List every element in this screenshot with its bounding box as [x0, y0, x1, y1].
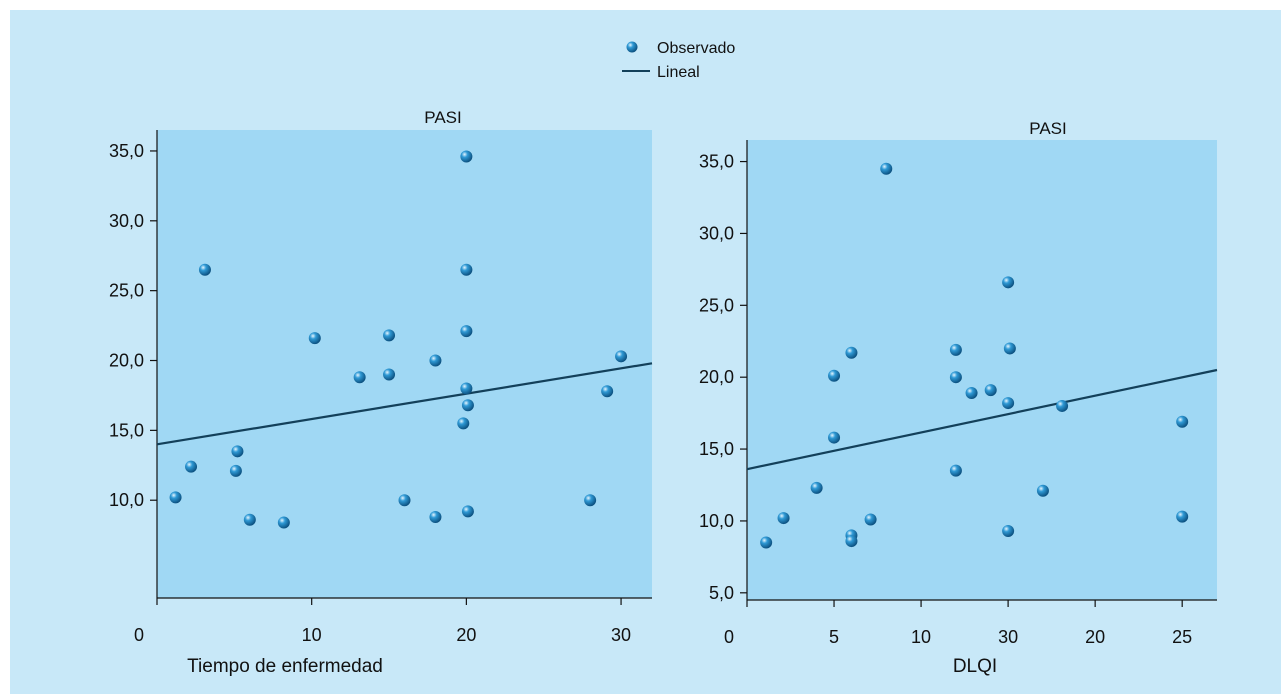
x-tick-label: 20: [1085, 627, 1105, 647]
y-tick-label: 30,0: [109, 211, 144, 231]
y-tick-label: 30,0: [699, 223, 734, 243]
data-point: [760, 536, 773, 549]
data-point: [601, 385, 614, 398]
data-point: [1056, 399, 1069, 412]
data-point: [949, 343, 962, 356]
y-tick-label: 10,0: [109, 490, 144, 510]
data-point: [460, 325, 473, 338]
x-axis-label: Tiempo de enfermedad: [187, 656, 383, 677]
data-point: [1036, 484, 1049, 497]
x-tick-label: 10: [302, 625, 322, 645]
data-point: [308, 332, 321, 345]
y-tick-label: 35,0: [699, 152, 734, 172]
data-point: [965, 387, 978, 399]
x-tick-label: 0: [134, 625, 144, 645]
data-point: [457, 417, 470, 430]
y-tick-label: 15,0: [109, 420, 144, 440]
data-point: [429, 510, 442, 523]
x-tick-label: 0: [724, 627, 734, 647]
data-point: [231, 445, 244, 458]
data-point: [864, 513, 877, 526]
chart-title: PASI: [424, 108, 461, 127]
data-point: [1176, 510, 1189, 523]
x-tick-label: 25: [1172, 627, 1192, 647]
data-point: [277, 516, 290, 529]
data-point: [461, 505, 474, 518]
y-tick-label: 10,0: [699, 511, 734, 531]
data-point: [229, 464, 242, 477]
data-point: [460, 263, 473, 276]
data-point: [198, 263, 211, 276]
y-tick-label: 25,0: [699, 295, 734, 315]
data-point: [383, 368, 396, 381]
x-axis: 0 5 10 30 20 25: [724, 599, 1217, 647]
observed-points: [169, 150, 628, 529]
data-point: [243, 513, 256, 526]
data-point: [1176, 415, 1189, 428]
x-tick-label: 20: [456, 625, 476, 645]
data-point: [461, 399, 474, 412]
data-point: [949, 371, 962, 384]
data-point: [810, 481, 823, 494]
data-point: [169, 491, 182, 504]
x-tick-label: 5: [829, 627, 839, 647]
data-point: [1003, 342, 1016, 355]
data-point: [845, 346, 858, 359]
data-point: [584, 494, 597, 507]
y-axis: 5,0 10,0 15,0 20,0 25,0 30,0 35,0: [699, 140, 748, 603]
plot-area: [747, 140, 1217, 600]
plot-area: [157, 130, 652, 598]
y-tick-label: 25,0: [109, 281, 144, 301]
data-point: [383, 329, 396, 342]
x-tick-label: 30: [998, 627, 1018, 647]
data-point: [828, 431, 841, 444]
x-tick-label: 10: [911, 627, 931, 647]
data-point: [1002, 276, 1015, 289]
chart-pasi-vs-dlqi: PASI DLQI 5,0 10,0 15,0 20,0 25,0 30,0 35,0 0 5…: [699, 119, 1218, 677]
y-axis: 10,0 15,0 20,0 25,0 30,0 35,0: [109, 130, 158, 598]
data-point: [460, 382, 473, 395]
x-axis: 0 10 20 30: [134, 597, 652, 645]
data-point: [1002, 397, 1015, 410]
legend: Observado Lineal: [622, 40, 735, 81]
y-tick-label: 15,0: [699, 439, 734, 459]
y-tick-label: 5,0: [709, 583, 734, 603]
y-tick-label: 20,0: [699, 367, 734, 387]
legend-linear-label: Lineal: [657, 64, 700, 81]
legend-observed-label: Observado: [657, 40, 735, 57]
x-tick-label: 30: [611, 625, 631, 645]
data-point: [880, 162, 893, 175]
data-point: [615, 350, 628, 363]
data-point: [398, 494, 411, 507]
data-point: [949, 464, 962, 477]
data-point: [777, 512, 790, 525]
data-point: [828, 369, 841, 382]
x-axis-label: DLQI: [953, 656, 997, 677]
chart-pasi-vs-tiempo: PASI Tiempo de enfermedad 10,0 15,0 20,0 25…: [109, 108, 653, 677]
data-point: [460, 150, 473, 163]
data-point: [185, 460, 198, 473]
linear-fit-line: [746, 368, 1218, 471]
legend-observed-marker: [626, 41, 638, 53]
observed-points: [760, 162, 1189, 549]
y-tick-label: 35,0: [109, 141, 144, 161]
linear-fit-line: [156, 362, 653, 446]
data-point: [845, 535, 858, 548]
chart-title: PASI: [1029, 119, 1066, 138]
data-point: [429, 354, 442, 367]
data-point: [1002, 525, 1015, 537]
y-tick-label: 20,0: [109, 351, 144, 371]
data-point: [353, 371, 366, 384]
data-point: [984, 384, 997, 397]
